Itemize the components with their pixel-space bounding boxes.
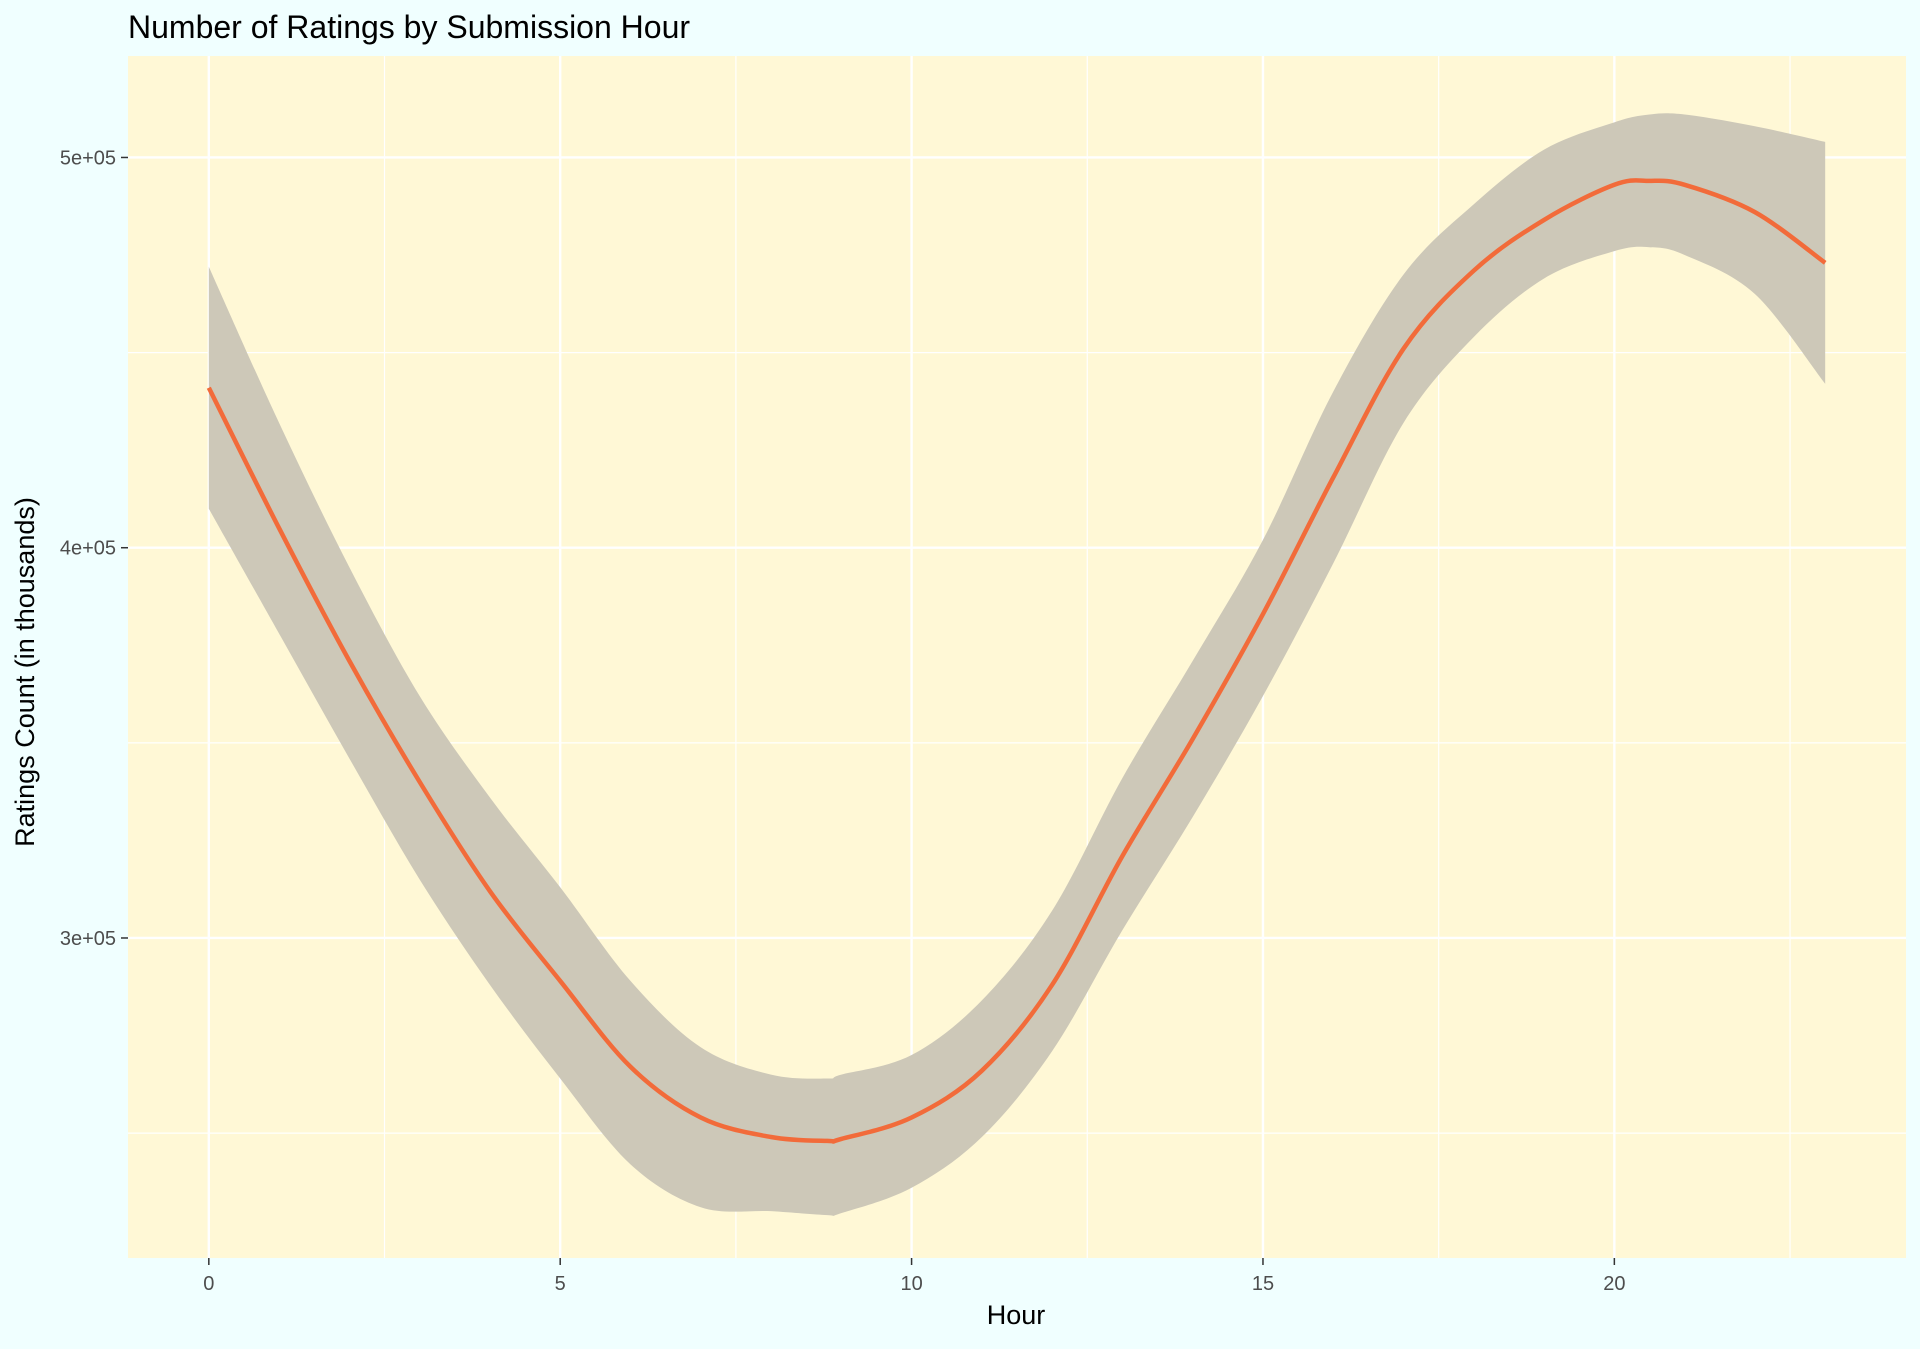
y-tick-label: 4e+05	[60, 538, 116, 560]
x-axis-title: Hour	[987, 1300, 1046, 1330]
series-line	[206, 178, 1827, 1144]
y-tick-label: 5e+05	[60, 147, 116, 169]
x-tick-label: 5	[555, 1273, 566, 1295]
x-tick-label: 0	[203, 1273, 214, 1295]
confidence-band	[208, 113, 1826, 1216]
y-axis-title: Ratings Count (in thousands)	[10, 497, 40, 847]
x-axis-ticks: 0 5 10 15 20	[203, 1258, 1625, 1295]
x-tick-label: 20	[1603, 1273, 1625, 1295]
x-tick-label: 15	[1252, 1273, 1274, 1295]
y-axis-ticks: 3e+05 4e+05 5e+05	[60, 147, 128, 950]
x-tick-label: 10	[900, 1273, 922, 1295]
y-tick-label: 3e+05	[60, 928, 116, 950]
chart-title: Number of Ratings by Submission Hour	[128, 9, 690, 45]
